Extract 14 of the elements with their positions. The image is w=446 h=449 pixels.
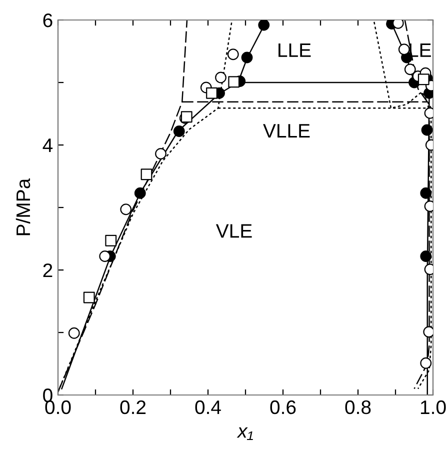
annotation: LLE [278, 44, 311, 57]
y-tick-label: 4 [42, 138, 53, 152]
x-tick-label: 0.8 [345, 400, 371, 414]
x-tick-label: 1.0 [420, 400, 446, 414]
annotation: VLLE [263, 124, 310, 138]
y-tick-label: 2 [43, 263, 52, 278]
x-tick-label: 0.4 [195, 400, 221, 414]
x-axis-title: x₁ [236, 427, 253, 440]
y-tick-label: 6 [43, 13, 52, 28]
y-axis-title: P/MPa [16, 178, 30, 236]
x-tick-label: 0.6 [270, 400, 296, 414]
annotation: VLE [216, 224, 252, 238]
x-tick-label: 0.0 [45, 400, 71, 414]
x-tick-label: 0.2 [120, 400, 146, 414]
